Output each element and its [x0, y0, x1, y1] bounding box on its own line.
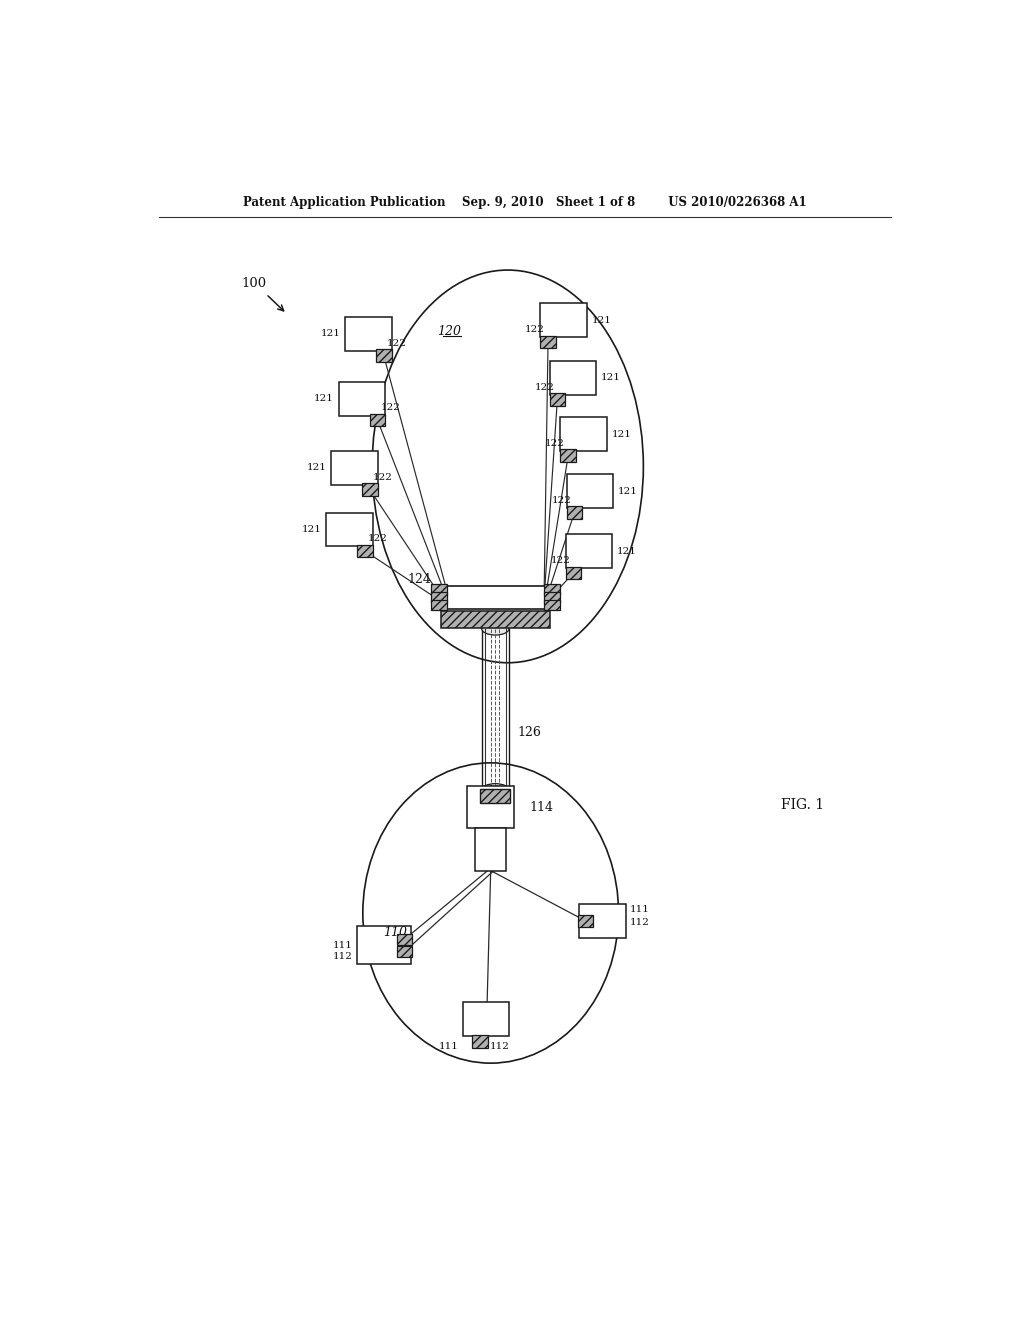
Text: 100: 100 — [241, 277, 266, 289]
Text: 122: 122 — [551, 556, 570, 565]
Text: 122: 122 — [535, 383, 554, 392]
Bar — [463, 1002, 509, 1036]
Text: 121: 121 — [601, 374, 621, 383]
Bar — [376, 350, 391, 362]
Text: 121: 121 — [617, 546, 637, 556]
Bar — [475, 829, 506, 871]
Text: 121: 121 — [617, 487, 638, 495]
Bar — [370, 414, 385, 426]
Bar — [579, 904, 626, 937]
Bar — [566, 566, 582, 579]
Text: FIG. 1: FIG. 1 — [780, 799, 824, 812]
Bar — [467, 785, 514, 829]
Text: 121: 121 — [306, 463, 327, 473]
Text: Patent Application Publication    Sep. 9, 2010   Sheet 1 of 8        US 2010/022: Patent Application Publication Sep. 9, 2… — [243, 195, 807, 209]
Text: 122: 122 — [387, 339, 407, 347]
Bar — [397, 933, 413, 945]
Text: 124: 124 — [408, 573, 431, 586]
Ellipse shape — [481, 623, 509, 635]
Ellipse shape — [481, 784, 509, 796]
Bar — [331, 451, 378, 484]
Bar — [578, 915, 593, 927]
Text: 122: 122 — [373, 473, 393, 482]
Bar — [327, 512, 373, 546]
Text: 122: 122 — [545, 438, 565, 447]
Text: 110: 110 — [383, 925, 408, 939]
Bar — [357, 545, 373, 557]
Text: 121: 121 — [611, 429, 632, 438]
Bar — [480, 789, 510, 803]
Bar — [445, 586, 546, 609]
Text: 126: 126 — [517, 726, 541, 739]
Bar — [345, 317, 391, 351]
Text: 111: 111 — [333, 941, 352, 950]
Bar — [566, 474, 613, 508]
Bar — [362, 483, 378, 496]
Bar — [339, 381, 385, 416]
Text: 121: 121 — [592, 315, 611, 325]
Bar — [560, 417, 607, 451]
Bar — [541, 304, 587, 337]
Text: 121: 121 — [314, 395, 334, 403]
Text: 112: 112 — [333, 952, 352, 961]
Bar — [544, 585, 560, 595]
Bar — [397, 946, 413, 957]
Bar — [566, 535, 612, 568]
Bar — [356, 927, 411, 964]
Text: 122: 122 — [552, 496, 571, 504]
Text: 122: 122 — [369, 535, 388, 544]
Bar — [550, 393, 565, 405]
Bar — [544, 591, 560, 603]
Text: 112: 112 — [630, 917, 649, 927]
Bar — [560, 450, 575, 462]
Bar — [441, 611, 550, 628]
Bar — [431, 599, 446, 610]
Bar — [566, 507, 583, 519]
Text: 122: 122 — [525, 325, 545, 334]
Bar — [544, 599, 560, 610]
Text: 112: 112 — [489, 1043, 510, 1052]
Text: 111: 111 — [630, 906, 649, 915]
Text: 121: 121 — [321, 330, 340, 338]
Text: 114: 114 — [529, 801, 553, 813]
Text: 121: 121 — [302, 525, 322, 535]
Bar — [431, 591, 446, 603]
Text: 122: 122 — [381, 404, 400, 412]
Bar — [431, 585, 446, 595]
Bar — [550, 360, 596, 395]
Text: 111: 111 — [439, 1043, 459, 1052]
Bar — [541, 335, 556, 348]
Bar — [472, 1035, 487, 1048]
Text: 120: 120 — [437, 325, 462, 338]
